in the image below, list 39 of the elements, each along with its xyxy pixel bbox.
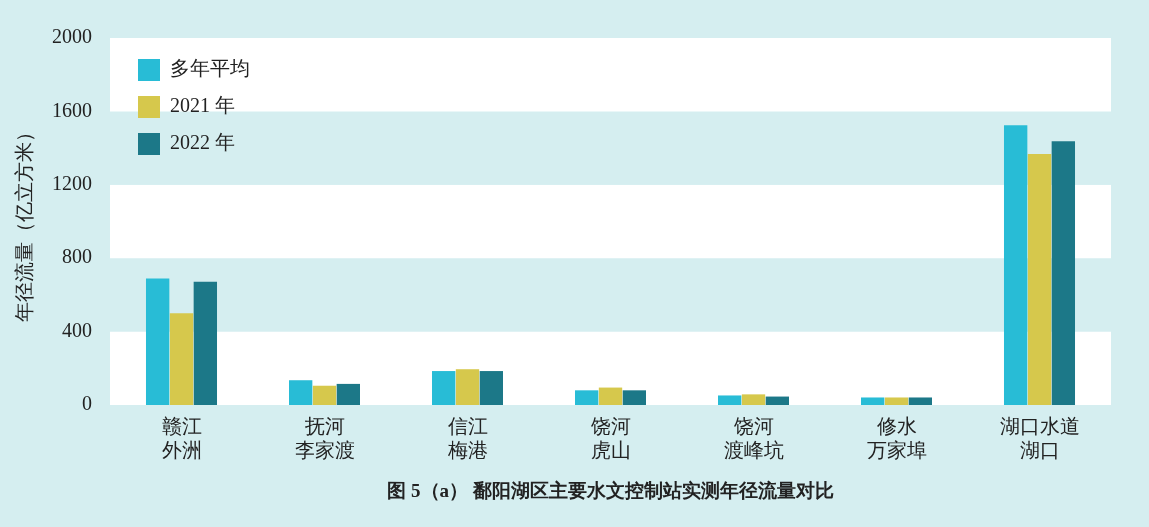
bar	[884, 397, 909, 405]
x-tick-label: 赣江外洲	[161, 415, 202, 462]
x-tick-label: 修水万家埠	[866, 415, 927, 462]
bar	[1027, 153, 1052, 405]
bar	[1051, 141, 1076, 405]
bar	[312, 385, 337, 405]
bar	[169, 313, 194, 405]
x-tick-label: 抚河李家渡	[294, 415, 355, 462]
bar	[860, 397, 885, 405]
y-tick-label: 1600	[52, 98, 92, 121]
y-axis-title: 年径流量（亿立方米）	[13, 121, 36, 322]
bar	[622, 390, 647, 405]
legend-label: 多年平均	[170, 57, 250, 80]
legend-label: 2022 年	[170, 131, 235, 154]
bar	[336, 383, 361, 405]
bar	[598, 387, 623, 405]
y-tick-label: 2000	[52, 25, 92, 48]
bar	[1003, 125, 1028, 405]
x-tick-label: 饶河虎山	[589, 415, 631, 462]
bar	[717, 395, 742, 405]
y-tick-label: 1200	[52, 172, 92, 195]
bar	[193, 281, 218, 405]
legend-label: 2021 年	[170, 94, 235, 117]
x-tick-label: 湖口水道湖口	[999, 415, 1080, 462]
bar	[908, 397, 933, 405]
bar	[741, 394, 766, 405]
bar	[145, 278, 170, 405]
bar	[479, 371, 504, 405]
y-tick-label: 400	[62, 318, 92, 341]
bar	[431, 371, 456, 405]
bar	[288, 380, 313, 405]
x-tick-label: 饶河渡峰坑	[723, 415, 784, 462]
x-tick-label: 信江梅港	[446, 415, 488, 462]
y-tick-label: 0	[82, 392, 92, 415]
y-tick-label: 800	[62, 245, 92, 268]
text: 图 5（a） 鄱阳湖区主要水文控制站实测年径流量对比	[387, 479, 834, 501]
bar	[765, 396, 790, 405]
bar	[574, 390, 599, 405]
bar	[455, 369, 480, 405]
